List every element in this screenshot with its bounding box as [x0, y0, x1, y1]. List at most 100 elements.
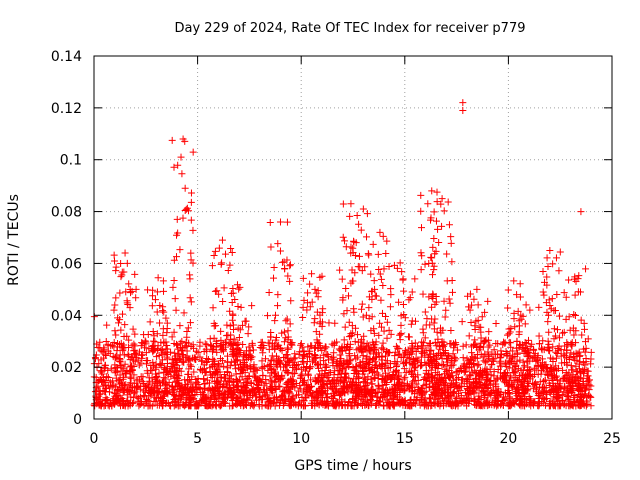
data-point: [531, 350, 539, 358]
data-point: [397, 329, 405, 337]
data-point: [378, 344, 386, 352]
data-point: [436, 395, 444, 403]
data-point: [283, 344, 291, 352]
data-point: [424, 200, 432, 208]
data-point: [481, 308, 489, 316]
data-point: [471, 354, 479, 362]
data-point: [191, 391, 199, 399]
data-point: [431, 250, 439, 258]
data-point: [232, 357, 240, 365]
data-point: [426, 354, 434, 362]
data-point: [472, 317, 480, 325]
data-point: [97, 368, 105, 376]
data-point: [216, 355, 224, 363]
data-point: [259, 371, 267, 379]
data-point: [348, 266, 356, 274]
data-point: [352, 324, 360, 332]
data-point: [138, 354, 146, 362]
data-point: [580, 319, 588, 327]
data-point: [226, 402, 234, 410]
data-point: [301, 401, 309, 409]
data-point: [543, 308, 551, 316]
data-point: [338, 275, 346, 283]
data-point: [232, 377, 240, 385]
data-point: [287, 382, 295, 390]
data-point: [224, 266, 232, 274]
data-point: [426, 216, 434, 224]
data-point: [428, 376, 436, 384]
data-point: [402, 348, 410, 356]
data-point: [259, 349, 267, 357]
data-point: [183, 347, 191, 355]
data-point: [231, 361, 239, 369]
data-point: [232, 400, 240, 408]
data-point: [424, 401, 432, 409]
data-point: [120, 341, 128, 349]
data-point: [487, 377, 495, 385]
data-point: [355, 252, 363, 260]
data-point: [381, 388, 389, 396]
data-point: [211, 361, 219, 369]
data-point: [543, 364, 551, 372]
data-point: [357, 346, 365, 354]
data-point: [308, 298, 316, 306]
data-point: [307, 376, 315, 384]
data-point: [184, 357, 192, 365]
data-point: [483, 374, 491, 382]
data-point: [421, 260, 429, 268]
data-point: [170, 277, 178, 285]
data-point: [168, 365, 176, 373]
data-point: [422, 375, 430, 383]
data-point: [428, 254, 436, 262]
data-point: [132, 383, 140, 391]
data-point: [422, 361, 430, 369]
data-point: [213, 287, 221, 295]
data-point: [552, 362, 560, 370]
data-point: [254, 375, 262, 383]
data-point: [423, 377, 431, 385]
data-point: [296, 398, 304, 406]
data-point: [238, 364, 246, 372]
data-point: [579, 399, 587, 407]
data-point: [198, 395, 206, 403]
data-point: [307, 399, 315, 407]
data-point: [271, 311, 279, 319]
data-point: [112, 390, 120, 398]
data-point: [526, 357, 534, 365]
data-point: [546, 388, 554, 396]
data-point: [347, 402, 355, 410]
data-point: [470, 367, 478, 375]
data-point: [96, 338, 104, 346]
data-point: [557, 402, 565, 410]
data-point: [398, 383, 406, 391]
data-point: [539, 288, 547, 296]
data-point: [358, 305, 366, 313]
data-point: [154, 344, 162, 352]
x-tick-label: 20: [499, 431, 517, 447]
data-point: [363, 210, 371, 218]
data-point: [514, 377, 522, 385]
data-point: [340, 336, 348, 344]
data-point: [511, 323, 519, 331]
data-point: [276, 247, 284, 255]
data-point: [229, 289, 237, 297]
data-point: [563, 346, 571, 354]
data-point: [341, 400, 349, 408]
data-point: [365, 387, 373, 395]
data-point: [403, 380, 411, 388]
data-point: [263, 391, 271, 399]
data-point: [470, 385, 478, 393]
data-point: [449, 372, 457, 380]
data-point: [566, 326, 574, 334]
data-point: [223, 321, 231, 329]
data-point: [447, 399, 455, 407]
data-point: [465, 332, 473, 340]
data-point: [285, 357, 293, 365]
data-point: [276, 375, 284, 383]
data-point: [445, 393, 453, 401]
data-point: [477, 351, 485, 359]
data-point: [256, 389, 264, 397]
data-point: [376, 270, 384, 278]
data-point: [132, 376, 140, 384]
data-point: [505, 330, 513, 338]
